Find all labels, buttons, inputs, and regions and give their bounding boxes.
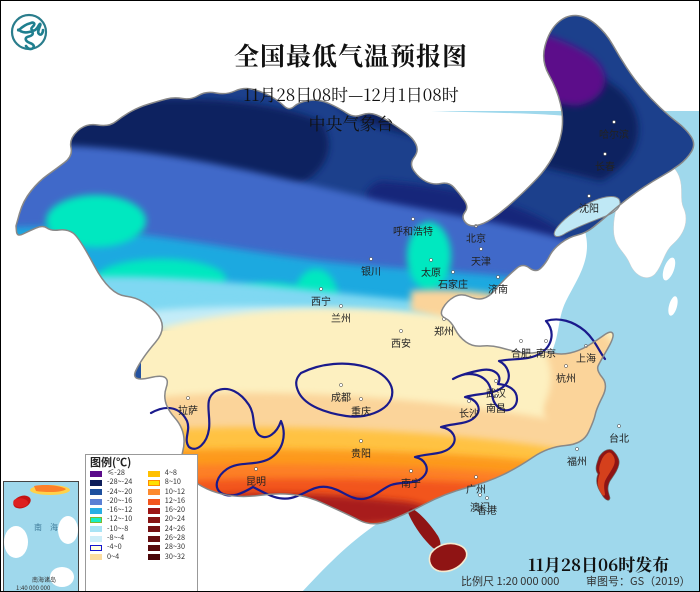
svg-text:南 海: 南 海 — [34, 522, 58, 533]
svg-text:1:40 000 000: 1:40 000 000 — [16, 583, 51, 592]
